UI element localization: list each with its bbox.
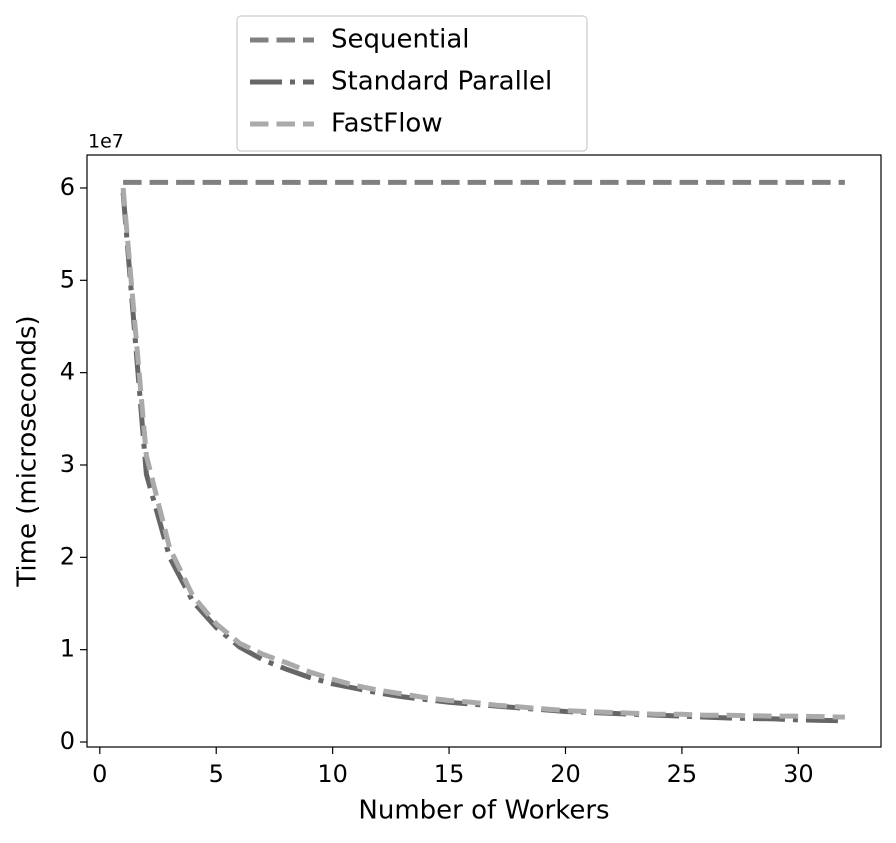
plot-frame: [86, 154, 882, 748]
series-line: [120, 192, 845, 724]
legend-box: [236, 15, 588, 152]
y-tick-label: 5: [60, 265, 75, 293]
y-offset-label: 1e7: [88, 131, 124, 153]
legend-label: Sequential: [331, 25, 470, 55]
legend-label: FastFlow: [331, 109, 443, 139]
x-tick-label: 30: [783, 760, 814, 788]
x-tick-label: 20: [550, 760, 581, 788]
y-tick-label: 0: [60, 727, 75, 755]
legend: Sequential Standard Parallel FastFlow: [236, 15, 588, 152]
y-tick-label: 4: [60, 358, 75, 386]
y-tick-label: 3: [60, 450, 75, 478]
x-tick-label: 10: [317, 760, 348, 788]
y-axis-label: Time (microseconds): [13, 315, 43, 587]
x-axis-label: Number of Workers: [358, 796, 609, 826]
series-line: [120, 187, 845, 720]
x-tick-label: 0: [92, 760, 107, 788]
x-tick-label: 25: [667, 760, 698, 788]
x-tick-label: 15: [434, 760, 465, 788]
legend-label: Standard Parallel: [331, 67, 552, 97]
y-tick-label: 1: [60, 635, 75, 663]
y-tick-label: 2: [60, 542, 75, 570]
y-tick-label: 6: [60, 173, 75, 201]
x-tick-label: 5: [209, 760, 224, 788]
